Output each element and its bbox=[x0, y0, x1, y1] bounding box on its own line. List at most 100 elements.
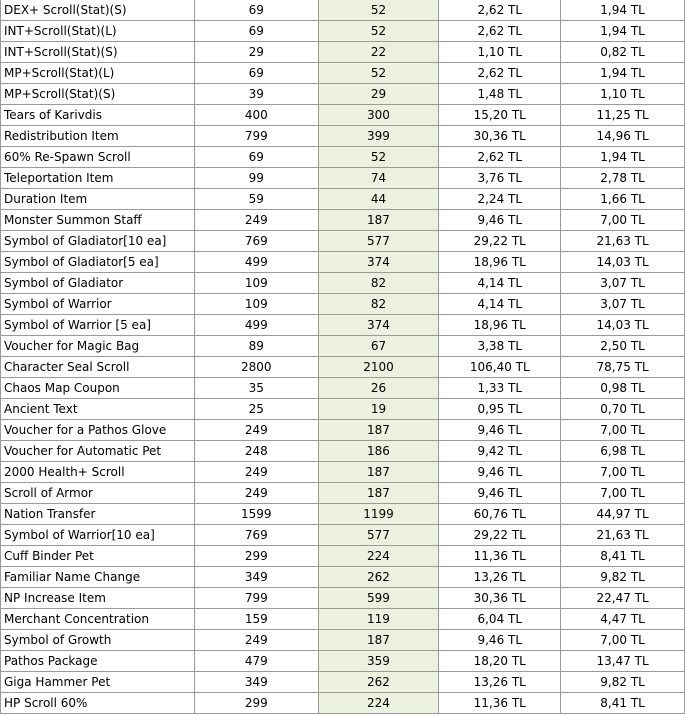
item-name-cell[interactable]: Duration Item bbox=[0, 188, 195, 210]
item-name-cell[interactable]: 60% Re-Spawn Scroll bbox=[0, 146, 195, 168]
tl-price-cell[interactable]: 1,33 TL bbox=[438, 377, 562, 399]
tl-price-cell[interactable]: 9,46 TL bbox=[438, 461, 562, 483]
tl-discount-price-cell[interactable]: 13,47 TL bbox=[560, 650, 685, 672]
tl-discount-price-cell[interactable]: 44,97 TL bbox=[560, 503, 685, 525]
tl-discount-price-cell[interactable]: 9,82 TL bbox=[560, 566, 685, 588]
discount-price-cell[interactable]: 187 bbox=[317, 461, 440, 483]
tl-discount-price-cell[interactable]: 1,94 TL bbox=[560, 20, 685, 42]
item-name-cell[interactable]: Cuff Binder Pet bbox=[0, 545, 195, 567]
price-cell[interactable]: 349 bbox=[193, 671, 319, 693]
price-cell[interactable]: 249 bbox=[193, 419, 319, 441]
item-name-cell[interactable]: MP+Scroll(Stat)(S) bbox=[0, 83, 195, 105]
price-cell[interactable]: 769 bbox=[193, 230, 319, 252]
discount-price-cell[interactable]: 187 bbox=[317, 209, 440, 231]
item-name-cell[interactable]: Merchant Concentration bbox=[0, 608, 195, 630]
item-name-cell[interactable]: Scroll of Armor bbox=[0, 482, 195, 504]
tl-price-cell[interactable]: 18,96 TL bbox=[438, 251, 562, 273]
tl-discount-price-cell[interactable]: 6,98 TL bbox=[560, 440, 685, 462]
tl-price-cell[interactable]: 29,22 TL bbox=[438, 230, 562, 252]
price-cell[interactable]: 39 bbox=[193, 83, 319, 105]
tl-discount-price-cell[interactable]: 21,63 TL bbox=[560, 230, 685, 252]
item-name-cell[interactable]: Monster Summon Staff bbox=[0, 209, 195, 231]
tl-price-cell[interactable]: 15,20 TL bbox=[438, 104, 562, 126]
tl-price-cell[interactable]: 11,36 TL bbox=[438, 545, 562, 567]
price-cell[interactable]: 499 bbox=[193, 314, 319, 336]
price-cell[interactable]: 249 bbox=[193, 461, 319, 483]
price-cell[interactable]: 249 bbox=[193, 482, 319, 504]
tl-discount-price-cell[interactable]: 11,25 TL bbox=[560, 104, 685, 126]
discount-price-cell[interactable]: 67 bbox=[317, 335, 440, 357]
price-cell[interactable]: 25 bbox=[193, 398, 319, 420]
item-name-cell[interactable]: Symbol of Warrior bbox=[0, 293, 195, 315]
item-name-cell[interactable]: INT+Scroll(Stat)(L) bbox=[0, 20, 195, 42]
tl-discount-price-cell[interactable]: 8,41 TL bbox=[560, 545, 685, 567]
tl-discount-price-cell[interactable]: 3,07 TL bbox=[560, 272, 685, 294]
discount-price-cell[interactable]: 262 bbox=[317, 566, 440, 588]
price-cell[interactable]: 799 bbox=[193, 587, 319, 609]
tl-price-cell[interactable]: 60,76 TL bbox=[438, 503, 562, 525]
discount-price-cell[interactable]: 224 bbox=[317, 692, 440, 714]
price-cell[interactable]: 29 bbox=[193, 41, 319, 63]
item-name-cell[interactable]: Ancient Text bbox=[0, 398, 195, 420]
discount-price-cell[interactable]: 1199 bbox=[317, 503, 440, 525]
tl-discount-price-cell[interactable]: 1,10 TL bbox=[560, 83, 685, 105]
item-name-cell[interactable]: Symbol of Gladiator[5 ea] bbox=[0, 251, 195, 273]
tl-discount-price-cell[interactable]: 0,70 TL bbox=[560, 398, 685, 420]
price-cell[interactable]: 299 bbox=[193, 692, 319, 714]
item-name-cell[interactable]: Voucher for Automatic Pet bbox=[0, 440, 195, 462]
tl-price-cell[interactable]: 29,22 TL bbox=[438, 524, 562, 546]
tl-discount-price-cell[interactable]: 7,00 TL bbox=[560, 482, 685, 504]
price-cell[interactable]: 59 bbox=[193, 188, 319, 210]
price-cell[interactable]: 109 bbox=[193, 293, 319, 315]
tl-discount-price-cell[interactable]: 14,96 TL bbox=[560, 125, 685, 147]
discount-price-cell[interactable]: 52 bbox=[317, 146, 440, 168]
discount-price-cell[interactable]: 374 bbox=[317, 314, 440, 336]
item-name-cell[interactable]: Symbol of Warrior[10 ea] bbox=[0, 524, 195, 546]
item-name-cell[interactable]: Voucher for a Pathos Glove bbox=[0, 419, 195, 441]
discount-price-cell[interactable]: 26 bbox=[317, 377, 440, 399]
tl-price-cell[interactable]: 30,36 TL bbox=[438, 587, 562, 609]
item-name-cell[interactable]: Symbol of Gladiator bbox=[0, 272, 195, 294]
tl-price-cell[interactable]: 9,46 TL bbox=[438, 419, 562, 441]
item-name-cell[interactable]: Nation Transfer bbox=[0, 503, 195, 525]
tl-discount-price-cell[interactable]: 9,82 TL bbox=[560, 671, 685, 693]
discount-price-cell[interactable]: 44 bbox=[317, 188, 440, 210]
item-name-cell[interactable]: Teleportation Item bbox=[0, 167, 195, 189]
price-cell[interactable]: 400 bbox=[193, 104, 319, 126]
discount-price-cell[interactable]: 19 bbox=[317, 398, 440, 420]
tl-price-cell[interactable]: 9,46 TL bbox=[438, 629, 562, 651]
discount-price-cell[interactable]: 359 bbox=[317, 650, 440, 672]
discount-price-cell[interactable]: 399 bbox=[317, 125, 440, 147]
price-cell[interactable]: 159 bbox=[193, 608, 319, 630]
price-cell[interactable]: 799 bbox=[193, 125, 319, 147]
discount-price-cell[interactable]: 186 bbox=[317, 440, 440, 462]
discount-price-cell[interactable]: 2100 bbox=[317, 356, 440, 378]
item-name-cell[interactable]: Familiar Name Change bbox=[0, 566, 195, 588]
tl-price-cell[interactable]: 18,96 TL bbox=[438, 314, 562, 336]
tl-price-cell[interactable]: 2,62 TL bbox=[438, 62, 562, 84]
tl-price-cell[interactable]: 1,10 TL bbox=[438, 41, 562, 63]
tl-discount-price-cell[interactable]: 21,63 TL bbox=[560, 524, 685, 546]
tl-discount-price-cell[interactable]: 14,03 TL bbox=[560, 251, 685, 273]
tl-discount-price-cell[interactable]: 0,98 TL bbox=[560, 377, 685, 399]
discount-price-cell[interactable]: 52 bbox=[317, 62, 440, 84]
tl-price-cell[interactable]: 18,20 TL bbox=[438, 650, 562, 672]
price-cell[interactable]: 1599 bbox=[193, 503, 319, 525]
tl-price-cell[interactable]: 2,24 TL bbox=[438, 188, 562, 210]
tl-price-cell[interactable]: 11,36 TL bbox=[438, 692, 562, 714]
price-cell[interactable]: 299 bbox=[193, 545, 319, 567]
tl-price-cell[interactable]: 9,42 TL bbox=[438, 440, 562, 462]
item-name-cell[interactable]: Chaos Map Coupon bbox=[0, 377, 195, 399]
tl-price-cell[interactable]: 3,76 TL bbox=[438, 167, 562, 189]
tl-price-cell[interactable]: 3,38 TL bbox=[438, 335, 562, 357]
price-cell[interactable]: 499 bbox=[193, 251, 319, 273]
tl-price-cell[interactable]: 13,26 TL bbox=[438, 671, 562, 693]
tl-discount-price-cell[interactable]: 3,07 TL bbox=[560, 293, 685, 315]
discount-price-cell[interactable]: 577 bbox=[317, 524, 440, 546]
discount-price-cell[interactable]: 577 bbox=[317, 230, 440, 252]
price-cell[interactable]: 35 bbox=[193, 377, 319, 399]
tl-discount-price-cell[interactable]: 22,47 TL bbox=[560, 587, 685, 609]
price-cell[interactable]: 349 bbox=[193, 566, 319, 588]
discount-price-cell[interactable]: 52 bbox=[317, 20, 440, 42]
price-cell[interactable]: 109 bbox=[193, 272, 319, 294]
